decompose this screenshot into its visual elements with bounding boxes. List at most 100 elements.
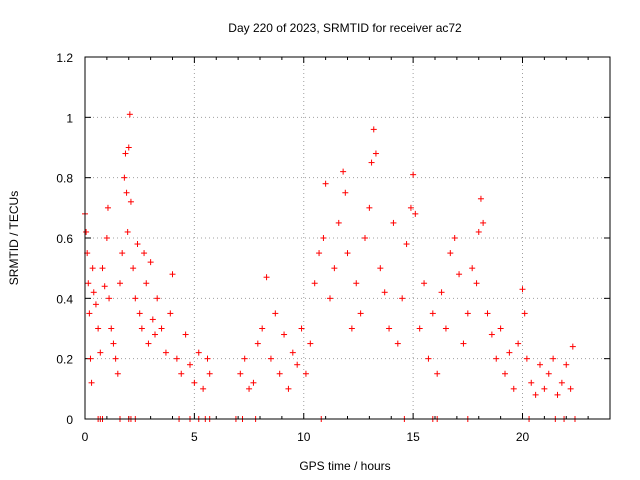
x-axis-label: GPS time / hours [299,459,390,473]
data-point [132,295,139,302]
data-point [532,391,539,398]
data-point [311,280,318,287]
data-point [108,325,115,332]
data-point [421,280,428,287]
data-point [394,340,401,347]
data-point [493,355,500,362]
data-point [126,111,133,118]
data-point [331,265,338,272]
data-point [353,280,360,287]
y-tick-label: 0.4 [56,292,73,306]
y-tick-label: 1 [66,111,73,125]
data-point [357,310,364,317]
data-point [521,310,528,317]
data-point [554,391,561,398]
data-point [259,325,266,332]
data-point [372,150,379,157]
data-point [154,295,161,302]
data-point [89,265,96,272]
data-point [545,370,552,377]
data-point [362,235,368,241]
data-point [451,235,458,241]
data-point [488,331,495,338]
data-point [95,325,102,332]
data-point [515,340,522,347]
data-point [460,340,467,347]
data-point [204,355,211,362]
data-point [390,219,397,226]
data-point [191,379,198,386]
data-point [412,210,419,217]
data-point [114,370,121,377]
x-tick-label: 10 [297,430,311,444]
data-point [92,301,99,308]
x-tick-label: 5 [191,430,198,444]
data-point [250,379,257,386]
data-point [298,325,305,332]
data-point [425,355,432,362]
data-point [442,325,449,332]
x-tick-label: 0 [82,430,89,444]
data-point [200,385,207,392]
data-point [558,379,565,386]
data-point [434,370,441,377]
data-point [103,235,110,241]
data-point [403,241,410,248]
data-point [272,310,279,317]
data-point [567,385,574,392]
data-point [510,385,517,392]
data-point [550,355,557,362]
data-point [386,325,393,332]
data-point [469,265,476,272]
data-point [263,274,270,281]
data-point [285,385,292,392]
data-point [497,325,504,332]
data-point [122,150,129,157]
data-point [447,250,454,257]
data-point [289,349,296,356]
data-point [178,370,185,377]
plot-frame [84,56,611,420]
data-point [473,280,480,287]
data-point [523,355,530,362]
data-point [416,325,423,332]
data-point [307,340,314,347]
data-point [506,349,513,356]
data-point [537,361,543,368]
data-point [429,310,436,317]
data-point [519,286,526,293]
data-point [344,250,351,257]
data-point [158,325,165,332]
data-point [237,370,244,377]
data-point [130,265,137,272]
data-point [141,250,148,257]
data-point [370,126,377,133]
data-point [123,189,130,196]
data-point [528,379,535,386]
data-point [563,361,570,368]
y-tick-label: 0.6 [56,232,73,246]
data-point [106,295,113,302]
y-tick-label: 0.8 [56,172,73,186]
data-point [480,219,487,226]
data-point [246,385,253,392]
x-tick-label: 20 [516,430,530,444]
data-point [145,340,152,347]
data-point [281,331,288,338]
data-point [484,310,491,317]
data-points [82,111,578,422]
y-axis-label: SRMTID / TECUs [7,191,21,285]
y-tick-label: 1.2 [56,51,73,65]
data-point [340,168,347,175]
data-point [241,355,248,362]
data-point [121,174,128,181]
data-point [267,355,274,362]
data-point [125,144,132,151]
data-point [147,259,154,266]
data-point [342,189,349,196]
data-point [182,331,189,338]
data-point [173,355,180,362]
data-point [368,159,375,166]
data-point [124,228,131,235]
